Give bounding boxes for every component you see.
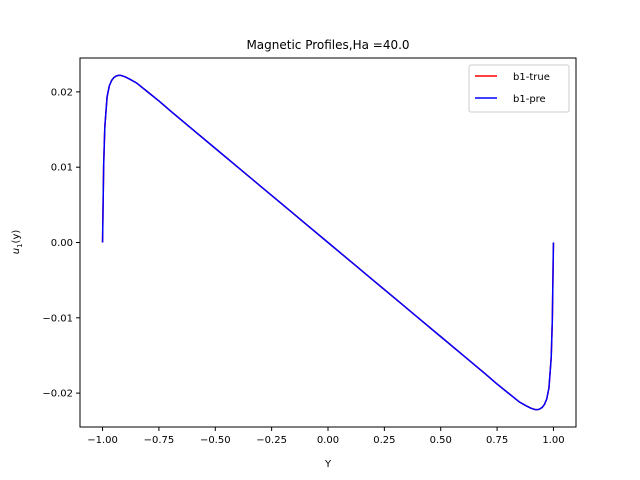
legend: b1-true b1-pre [468, 64, 570, 113]
x-tick-label: −0.75 [144, 435, 175, 446]
y-axis-label-var: u [11, 248, 22, 254]
x-axis-ticks: −1.00 −0.75 −0.50 −0.25 0.00 0.25 0.50 0.75 1.00 [87, 427, 565, 446]
y-axis-ticks: −0.02 −0.01 0.00 0.01 0.02 [42, 87, 80, 400]
legend-label-b1-pre: b1-pre [513, 94, 546, 105]
y-tick-label: −0.01 [42, 313, 73, 324]
chart-title: Magnetic Profiles,Ha =40.0 [246, 38, 409, 52]
series-layer [101, 74, 555, 411]
x-tick-label: 0.50 [430, 435, 452, 446]
x-tick-label: 0.00 [317, 435, 339, 446]
legend-label-b1-true: b1-true [513, 72, 550, 83]
y-tick-label: −0.02 [42, 389, 73, 400]
y-axis-label-arg: (y) [11, 230, 22, 244]
y-tick-label: 0.00 [51, 238, 73, 249]
y-tick-label: 0.02 [51, 87, 73, 98]
x-tick-label: 1.00 [542, 435, 564, 446]
x-tick-label: −0.25 [256, 435, 287, 446]
x-axis-label: Y [324, 459, 332, 470]
y-axis-label: u1(y) [11, 230, 24, 255]
x-tick-label: 0.25 [373, 435, 395, 446]
series-line-b1-pre [101, 74, 555, 411]
x-tick-label: −1.00 [87, 435, 118, 446]
y-tick-label: 0.01 [51, 163, 73, 174]
x-tick-label: 0.75 [486, 435, 508, 446]
x-tick-label: −0.50 [200, 435, 231, 446]
y-axis-label-sub: 1 [16, 243, 24, 247]
plot-area-frame [79, 57, 577, 428]
